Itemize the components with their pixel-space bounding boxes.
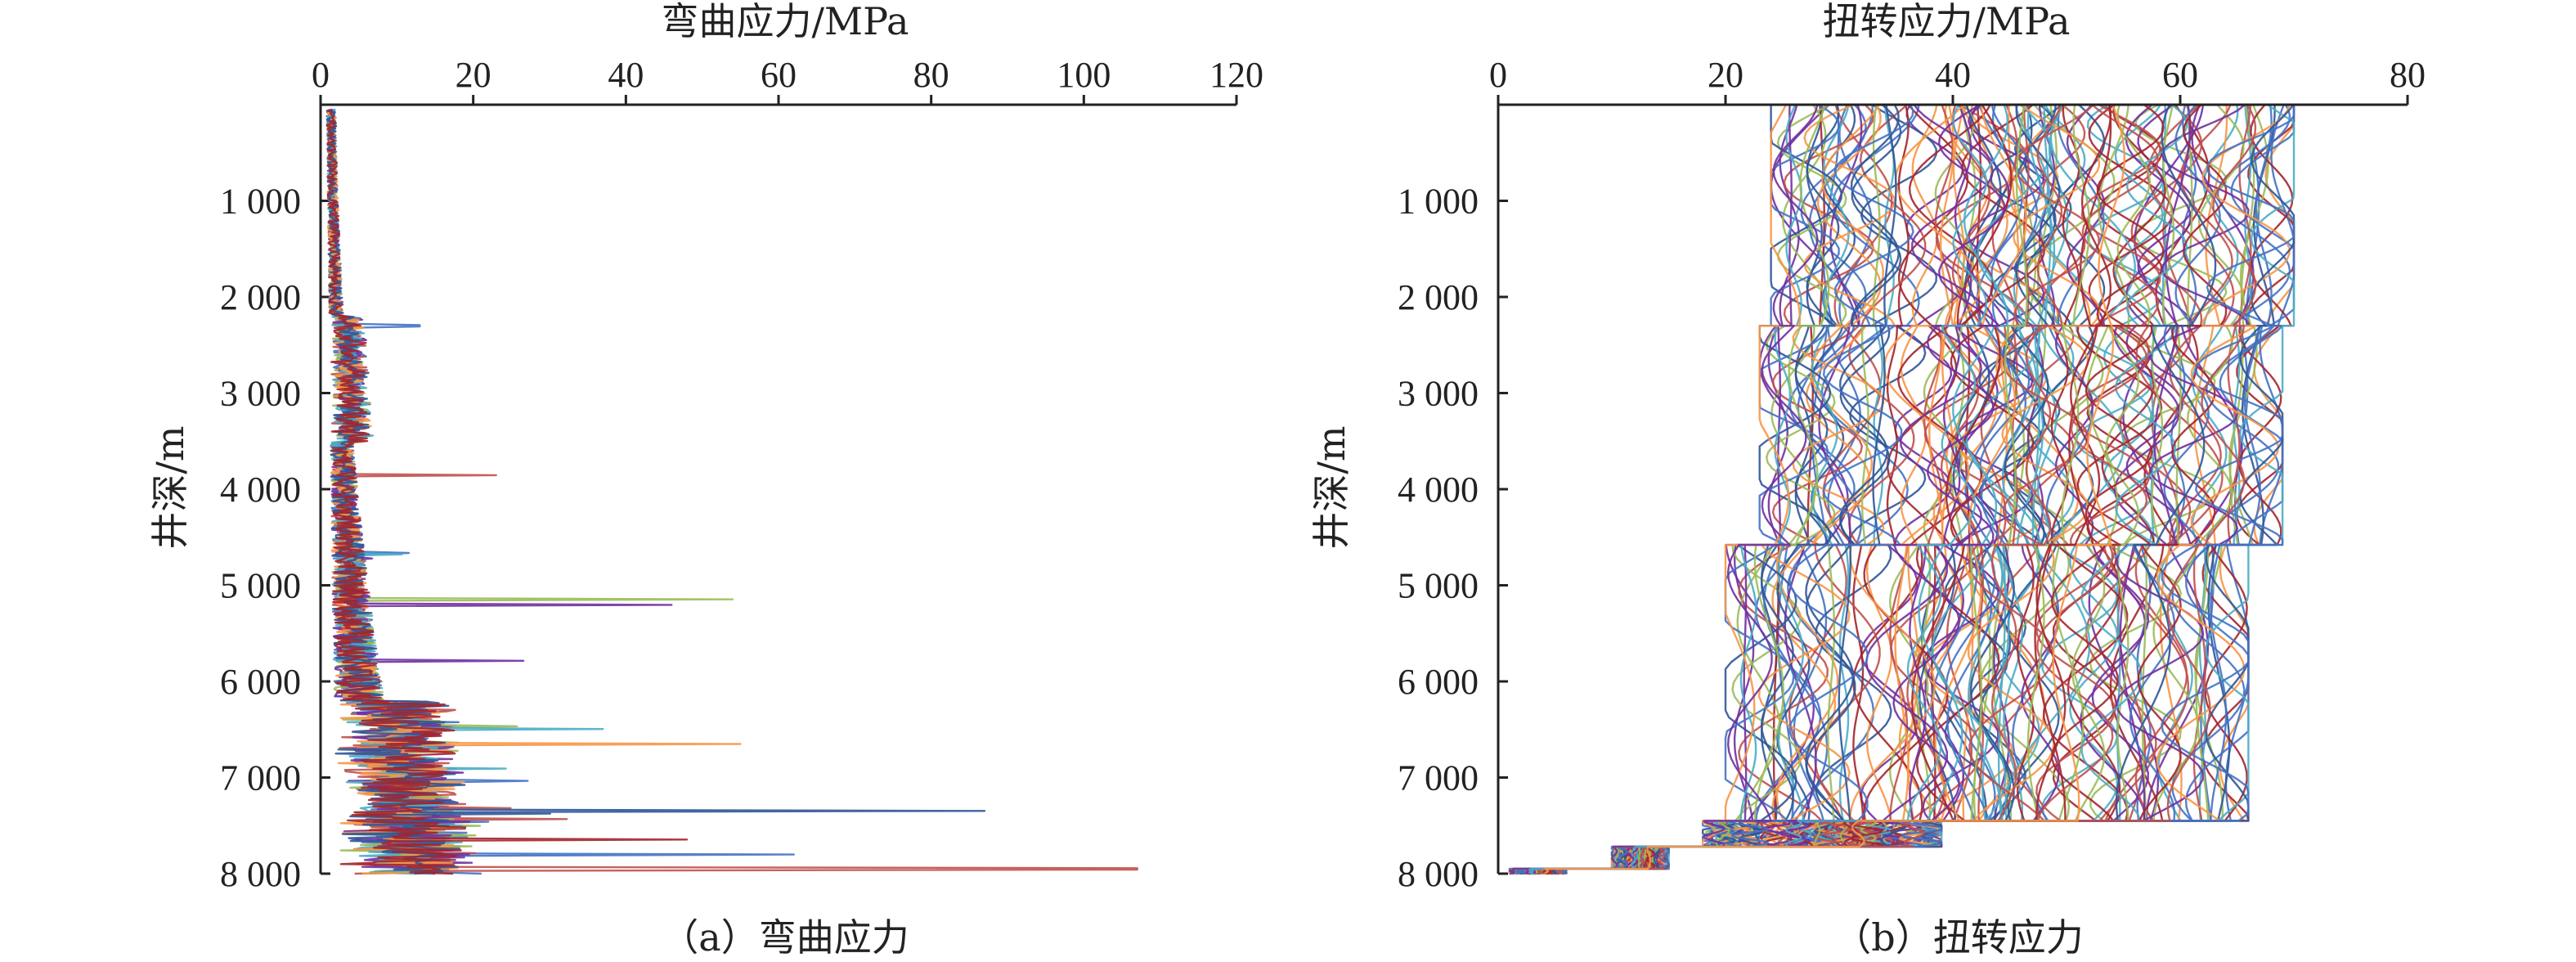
torsion-axes [1497,103,2408,874]
y-tick-label: 2 000 [1398,277,1479,317]
torsion-series-line [1528,104,1991,875]
torsion-caption: （b）扭转应力 [1833,915,2083,960]
y-tick-label: 1 000 [220,182,301,222]
bending-stress-title: 弯曲应力/MPa [662,0,909,43]
torsion-series-line [1512,104,1840,875]
x-tick-label: 40 [608,55,644,95]
torsion-stress-panel: 扭转应力/MPa 0 20 40 60 80 1 000 2 000 3 000 4 000 5… [1309,0,2426,960]
torsion-x-ticks: 0 20 40 60 80 [1489,55,2426,105]
torsion-series-line [1544,104,2125,875]
bending-series-group [325,108,1138,875]
bending-x-ticks: 0 20 40 60 80 100 120 [312,55,1263,105]
x-tick-label: 60 [2162,55,2198,95]
y-tick-label: 4 000 [220,470,301,510]
x-tick-label: 20 [456,55,491,95]
torsion-y-axis-title: 井深/m [1309,425,1353,549]
x-tick-label: 60 [761,55,797,95]
bending-axes [319,103,1236,874]
y-tick-label: 5 000 [1398,566,1479,606]
bending-series-line [325,109,689,875]
y-tick-label: 7 000 [220,758,301,798]
torsion-series-line [1518,104,1927,875]
x-tick-label: 0 [1489,55,1507,95]
x-tick-label: 80 [2390,55,2426,95]
y-tick-label: 1 000 [1398,182,1479,222]
x-tick-label: 20 [1708,55,1744,95]
torsion-series-line [1560,104,2294,875]
x-tick-label: 100 [1057,55,1111,95]
y-tick-label: 3 000 [220,374,301,414]
y-tick-label: 6 000 [220,662,301,702]
torsion-series-line [1508,103,1841,875]
x-tick-label: 40 [1935,55,1971,95]
x-tick-label: 80 [913,55,949,95]
torsion-stress-title: 扭转应力/MPa [1823,0,2071,43]
y-tick-label: 7 000 [1398,758,1479,798]
torsion-series-line [1510,104,1802,875]
bending-y-ticks: 1 000 2 000 3 000 4 000 5 000 6 000 7 000 8 000 [220,182,330,894]
torsion-series-line [1522,104,1910,875]
torsion-series-line [1508,104,1802,875]
torsion-series-line [1510,104,1793,875]
y-tick-label: 2 000 [220,277,301,317]
x-tick-label: 0 [312,55,330,95]
y-tick-label: 3 000 [1398,374,1479,414]
bending-series-line [325,108,986,875]
y-tick-label: 8 000 [220,854,301,894]
torsion-y-ticks: 1 000 2 000 3 000 4 000 5 000 6 000 7 000 8 000 [1398,182,1508,894]
y-tick-label: 4 000 [1398,470,1479,510]
x-tick-label: 120 [1209,55,1263,95]
bending-stress-panel: 弯曲应力/MPa 0 20 40 60 80 100 120 1 000 2 000 3 000… [148,0,1263,960]
torsion-series-group [1508,103,2296,875]
y-tick-label: 6 000 [1398,662,1479,702]
bending-y-axis-title: 井深/m [148,425,192,549]
torsion-series-line [1514,104,1825,875]
y-tick-label: 5 000 [220,566,301,606]
bending-caption: （a）弯曲应力 [661,915,909,960]
torsion-series-line [1531,104,1982,875]
torsion-series-line [1515,104,1893,875]
y-tick-label: 8 000 [1398,854,1479,894]
